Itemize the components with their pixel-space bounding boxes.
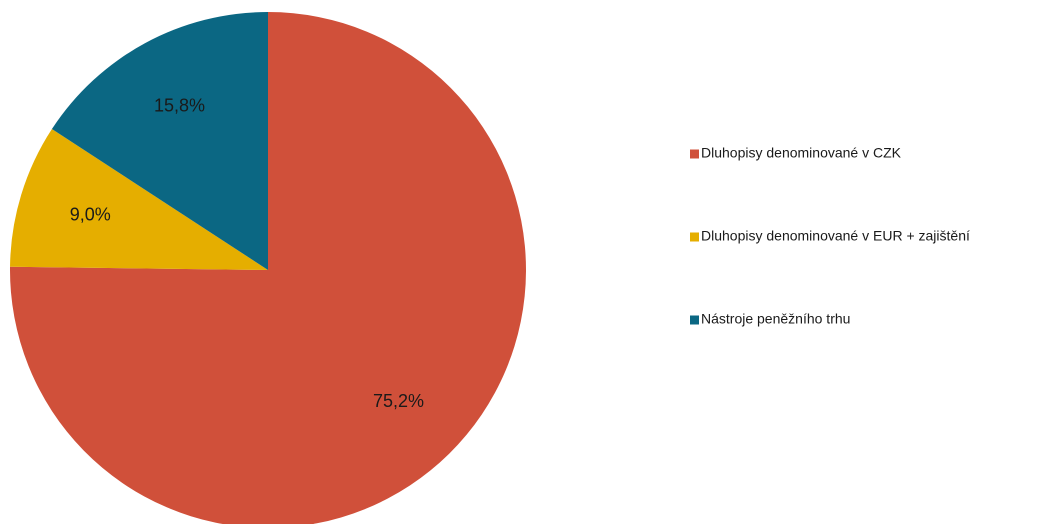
pie-value-label-3: 15,8% <box>154 95 205 115</box>
pie-slices <box>10 12 526 524</box>
legend: Dluhopisy denominované v CZK Dluhopisy de… <box>690 145 970 327</box>
legend-label-2: Dluhopisy denominované v EUR + zajištění <box>701 228 970 244</box>
pie-slice-1 <box>10 12 526 524</box>
legend-swatch-2 <box>690 232 699 242</box>
pie-slice-2 <box>10 129 269 270</box>
pie-value-label-2: 9,0% <box>70 205 111 225</box>
legend-swatch-3 <box>690 315 699 325</box>
legend-label-3: Nástroje peněžního trhu <box>701 311 850 327</box>
pie-value-labels: 75,2% 9,0% 15,8% <box>70 95 424 411</box>
legend-swatch-1 <box>690 149 699 159</box>
pie-value-label-1: 75,2% <box>373 391 424 411</box>
pie-slice-3 <box>51 12 268 270</box>
legend-label-1: Dluhopisy denominované v CZK <box>701 145 902 161</box>
